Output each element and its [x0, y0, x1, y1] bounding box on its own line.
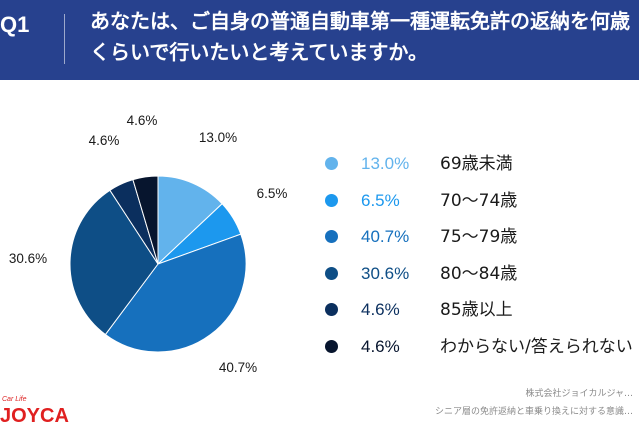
legend-category: わからない/答えられない — [440, 336, 633, 357]
legend-percent: 4.6% — [361, 300, 400, 319]
legend-category: 80〜84歳 — [440, 263, 518, 284]
legend-category: 75〜79歳 — [440, 227, 518, 247]
legend-swatch — [325, 266, 338, 280]
legend-category: 85歳以上 — [440, 300, 513, 320]
legend-percent: 30.6% — [361, 263, 410, 283]
legend-item: 30.6% 80〜84歳 — [325, 262, 639, 286]
legend-item: 4.6% わからない/答えられない — [325, 335, 639, 359]
pie-chart: 13.0% 6.5% 40.7% 30.6% 4.6% 4.6% — [9, 113, 288, 375]
legend-swatch — [325, 157, 338, 170]
legend-item: 6.5% 70〜74歳 — [325, 189, 639, 213]
slice-label-5: 4.6% — [89, 133, 120, 148]
legend-percent: 40.7% — [361, 227, 410, 246]
legend-item: 4.6% 85歳以上 — [325, 298, 639, 322]
footer-survey: シニア層の免許返納と車乗り換えに対する意識… — [434, 407, 633, 417]
question-header: Q1 あなたは、ご自身の普通自動車第一種運転免許の返納を何歳くらいで行いたいと考… — [0, 0, 639, 80]
legend-swatch — [325, 193, 338, 207]
slice-label-6: 4.6% — [127, 113, 158, 128]
slice-label-3: 40.7% — [219, 360, 257, 375]
legend-category: 70〜74歳 — [440, 190, 518, 211]
legend-swatch — [325, 339, 338, 353]
legend-percent: 6.5% — [361, 190, 400, 210]
legend-swatch — [325, 230, 338, 243]
legend-category: 69歳未満 — [440, 154, 513, 174]
legend-item: 40.7% 75〜79歳 — [325, 225, 639, 249]
logo-wordmark: JOYCAL — [0, 405, 70, 426]
question-number: Q1 — [0, 12, 30, 37]
legend-percent: 13.0% — [361, 154, 410, 173]
question-text: あなたは、ご自身の普通自動車第一種運転免許の返納を何歳くらいで行いたいと考えてい… — [90, 9, 630, 64]
pie-slice-3 — [104, 233, 247, 353]
slice-label-1: 13.0% — [199, 130, 237, 145]
legend-swatch — [325, 303, 338, 316]
company-logo: Car Life JOYCAL — [0, 392, 81, 427]
pie-slice-6 — [132, 175, 159, 265]
slice-label-4: 30.6% — [9, 251, 47, 266]
slice-label-2: 6.5% — [257, 186, 288, 201]
logo-tagline: Car Life — [2, 396, 27, 403]
pie-slice-4 — [69, 189, 159, 336]
legend-item: 13.0% 69歳未満 — [325, 152, 639, 176]
footer-company: 株式会社ジョイカルジャ… — [525, 389, 633, 399]
header-divider — [64, 14, 65, 64]
pie-slice-1 — [157, 175, 223, 266]
legend-percent: 4.6% — [361, 336, 400, 356]
